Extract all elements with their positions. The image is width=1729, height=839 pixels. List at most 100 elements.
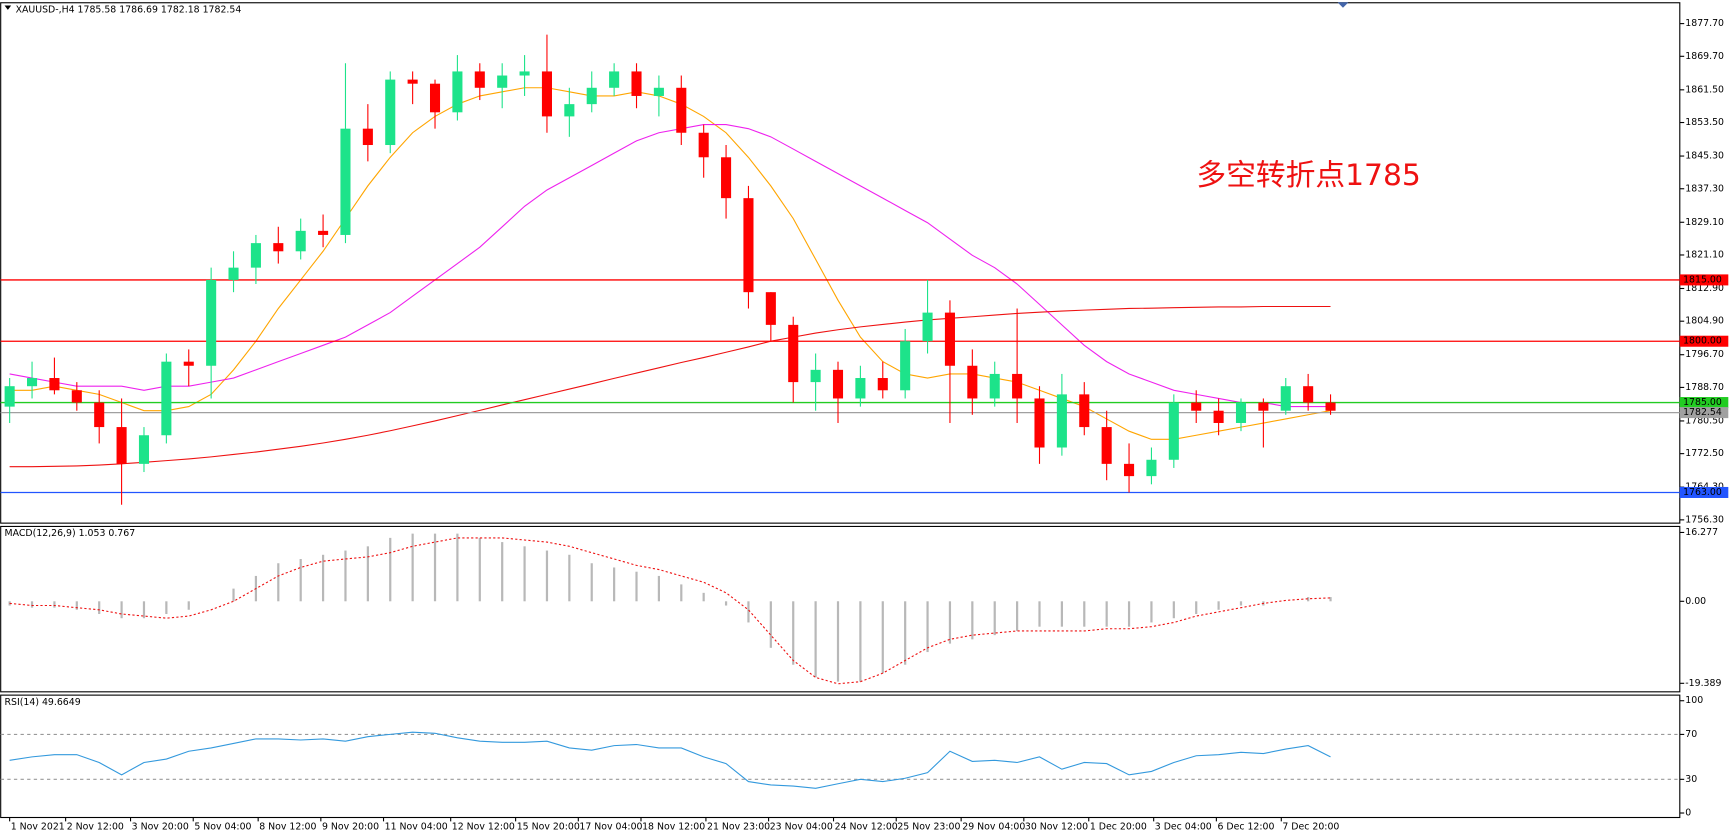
candle-body [1124, 463, 1135, 477]
candle-body [228, 267, 239, 280]
candle-body [519, 71, 530, 76]
candle-body [318, 230, 329, 235]
x-tick-label: 12 Nov 12:00 [452, 821, 515, 832]
y-tick-label: 1829.10 [1685, 217, 1724, 228]
candle-body [877, 378, 888, 391]
signal-line [9, 537, 1331, 685]
x-tick-label: 3 Nov 20:00 [132, 821, 189, 832]
y-tick-label: 0.00 [1685, 596, 1706, 607]
candle-body [4, 386, 15, 407]
candle-body [250, 243, 261, 268]
candle-body [653, 87, 664, 96]
x-tick-label: 11 Nov 04:00 [385, 821, 448, 832]
y-tick-label: 16.277 [1685, 527, 1718, 538]
candle-body [1056, 394, 1067, 448]
candle-body [1079, 394, 1090, 428]
y-tick-label: 1804.90 [1685, 316, 1724, 327]
y-tick-label: 100 [1685, 695, 1703, 706]
candle-body [1012, 373, 1023, 399]
y-tick-label: 1845.30 [1685, 151, 1724, 162]
candle-body [116, 427, 127, 464]
moving-average [9, 87, 1331, 440]
candle-body [452, 71, 463, 113]
x-tick-label: 24 Nov 12:00 [835, 821, 898, 832]
y-tick-label: 1772.50 [1685, 448, 1724, 459]
x-tick-label: 15 Nov 20:00 [517, 821, 580, 832]
candle-body [94, 402, 105, 428]
candle-body [1146, 459, 1157, 477]
x-tick-label: 3 Dec 04:00 [1155, 821, 1212, 832]
main-title: XAUUSD-,H4 1785.58 1786.69 1782.18 1782.… [16, 4, 242, 15]
candle-body [1168, 402, 1179, 460]
moving-average [9, 305, 1331, 468]
candle-body [474, 71, 485, 88]
candle-body [564, 104, 575, 117]
rsi-title: RSI(14) 49.6649 [5, 697, 81, 708]
y-tick-label: 1756.30 [1685, 514, 1724, 525]
candle-body [26, 378, 38, 387]
y-tick-label: 1869.70 [1685, 51, 1724, 62]
x-tick-label: 29 Nov 04:00 [962, 821, 1025, 832]
candle-body [1258, 402, 1269, 411]
y-tick-label: 1861.50 [1685, 84, 1724, 95]
level-tag [1679, 335, 1729, 347]
level-label: 1785.00 [1683, 397, 1722, 408]
candle-body [922, 312, 933, 342]
candle-body [138, 435, 150, 464]
x-tick-label: 8 Nov 12:00 [259, 821, 316, 832]
candle-body [788, 324, 799, 383]
x-tick-label: 2 Nov 12:00 [67, 821, 124, 832]
level-label: 1763.00 [1683, 487, 1722, 498]
candle-body [295, 230, 306, 252]
candle-body [340, 128, 351, 235]
candle-body [429, 83, 441, 113]
menu-arrow [4, 5, 12, 10]
y-tick-label: 1780.50 [1685, 415, 1724, 426]
y-tick-label: 1812.90 [1685, 283, 1724, 294]
candle-body [1101, 427, 1112, 464]
candle-body [407, 79, 418, 84]
y-tick-label: 1853.50 [1685, 117, 1724, 128]
candle-body [989, 373, 1000, 399]
level-tag [1679, 274, 1729, 286]
candle-body [183, 361, 194, 366]
candle-body [900, 341, 911, 391]
x-tick-label: 1 Dec 20:00 [1090, 821, 1147, 832]
y-tick-label: 0 [1685, 808, 1691, 819]
level-label: 1800.00 [1683, 336, 1722, 347]
x-tick-label: 23 Nov 04:00 [770, 821, 833, 832]
level-label: 1782.54 [1683, 407, 1722, 418]
y-tick-label: 30 [1685, 774, 1697, 785]
y-tick-label: 70 [1685, 729, 1697, 740]
candle-body [206, 279, 217, 366]
candle-body [1191, 402, 1202, 411]
candle-body [385, 79, 396, 146]
level-tag [1679, 486, 1729, 498]
candle-body [676, 87, 687, 133]
candle-body [49, 378, 60, 391]
x-tick-label: 7 Dec 20:00 [1282, 821, 1339, 832]
x-tick-label: 30 Nov 12:00 [1025, 821, 1088, 832]
candle-body [698, 132, 709, 158]
y-tick-label: 1821.10 [1685, 249, 1724, 260]
candle-body [810, 369, 821, 383]
candle-body [855, 378, 866, 399]
candle-body [541, 71, 552, 117]
candle-body [743, 198, 754, 293]
rsi-line [9, 731, 1331, 789]
x-tick-label: 6 Dec 12:00 [1217, 821, 1274, 832]
candle-body [71, 390, 82, 403]
rsi-panel [0, 694, 1681, 819]
level-tag [1679, 407, 1729, 419]
candle-body [1325, 402, 1336, 411]
x-tick-label: 21 Nov 23:00 [707, 821, 770, 832]
shift-marker [1337, 2, 1349, 8]
x-tick-label: 25 Nov 23:00 [897, 821, 960, 832]
y-tick-label: -19.389 [1685, 678, 1721, 689]
candle-body [273, 243, 284, 252]
macd-panel [0, 525, 1681, 693]
candle-body [1235, 402, 1247, 423]
main-panel [0, 2, 1681, 524]
level-label: 1815.00 [1683, 274, 1722, 285]
x-tick-label: 5 Nov 04:00 [194, 821, 251, 832]
